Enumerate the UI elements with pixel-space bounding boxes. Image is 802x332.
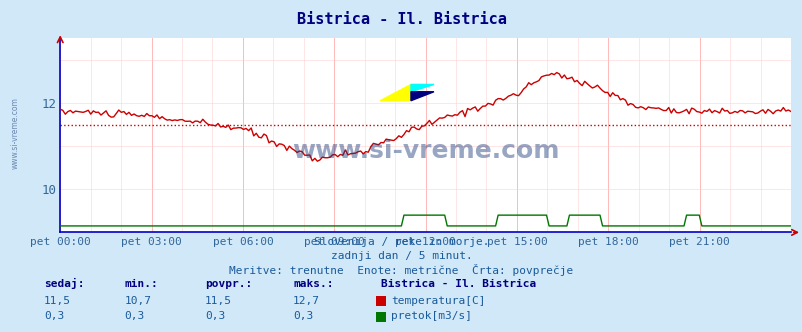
Text: www.si-vreme.com: www.si-vreme.com [291,139,559,163]
Text: Meritve: trenutne  Enote: metrične  Črta: povprečje: Meritve: trenutne Enote: metrične Črta: … [229,264,573,276]
Text: 12,7: 12,7 [293,296,320,306]
Text: pretok[m3/s]: pretok[m3/s] [391,311,472,321]
Polygon shape [411,84,433,92]
Text: povpr.:: povpr.: [205,279,252,289]
Polygon shape [411,92,433,101]
Polygon shape [380,84,411,101]
Text: 0,3: 0,3 [124,311,144,321]
Text: 0,3: 0,3 [293,311,313,321]
Text: 11,5: 11,5 [44,296,71,306]
Text: 0,3: 0,3 [44,311,64,321]
Text: 0,3: 0,3 [205,311,225,321]
Text: sedaj:: sedaj: [44,278,84,289]
Text: Bistrica - Il. Bistrica: Bistrica - Il. Bistrica [381,279,536,289]
Text: zadnji dan / 5 minut.: zadnji dan / 5 minut. [330,251,472,261]
Text: 11,5: 11,5 [205,296,232,306]
Text: www.si-vreme.com: www.si-vreme.com [10,97,19,169]
Text: temperatura[C]: temperatura[C] [391,296,485,306]
Text: Bistrica - Il. Bistrica: Bistrica - Il. Bistrica [296,12,506,27]
Text: Slovenija / reke in morje.: Slovenija / reke in morje. [314,237,488,247]
Text: maks.:: maks.: [293,279,333,289]
Text: min.:: min.: [124,279,158,289]
Text: 10,7: 10,7 [124,296,152,306]
